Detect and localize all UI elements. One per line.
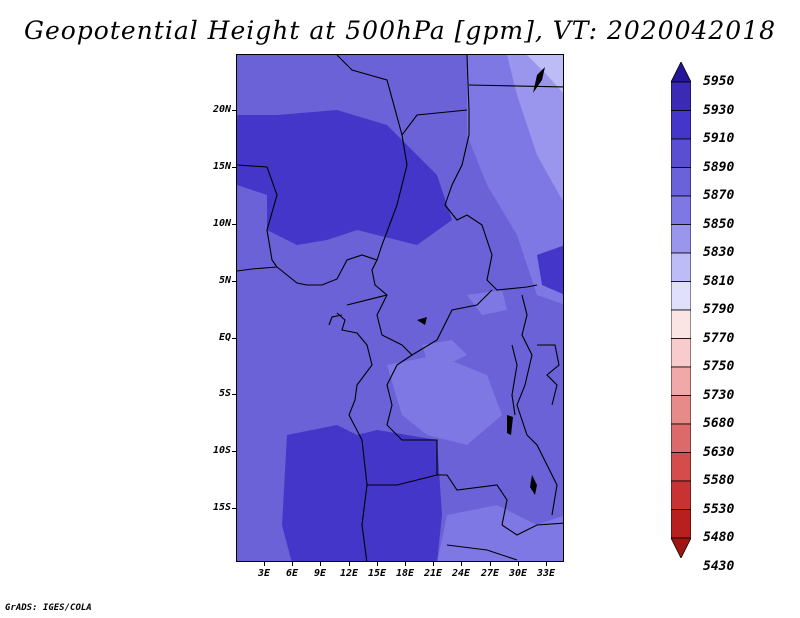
colorbar-label: 5750 xyxy=(703,359,735,374)
lat-tick xyxy=(232,167,236,168)
lon-tick xyxy=(546,562,547,566)
lat-tick xyxy=(232,281,236,282)
colorbar-label: 5680 xyxy=(703,416,735,431)
lon-label-27e: 27E xyxy=(480,568,500,579)
lon-label-15e: 15E xyxy=(367,568,387,579)
lon-label-6e: 6E xyxy=(285,568,299,579)
colorbar-label: 5630 xyxy=(703,444,735,460)
lat-label-20n: 20N xyxy=(212,104,231,115)
lon-tick xyxy=(320,562,321,566)
colorbar-label: 5930 xyxy=(703,102,735,118)
lon-tick xyxy=(490,562,491,566)
colorbar-label: 5830 xyxy=(703,245,735,260)
colorbar-segment xyxy=(671,366,691,396)
colorbar-segment xyxy=(671,423,691,453)
colorbar-segment xyxy=(671,338,691,368)
colorbar-label: 5530 xyxy=(703,501,735,517)
lat-label-10s: 10S xyxy=(212,445,231,456)
lat-label-5n: 5N xyxy=(218,275,231,286)
colorbar-label: 5870 xyxy=(703,188,735,203)
colorbar-segment xyxy=(671,167,691,197)
colorbar-label: 5950 xyxy=(703,74,735,89)
lon-tick xyxy=(377,562,378,566)
colorbar-segment xyxy=(671,195,691,225)
colorbar-segment xyxy=(671,509,691,539)
colorbar-label: 5910 xyxy=(703,131,735,146)
colorbar-label: 5770 xyxy=(703,330,735,346)
colorbar-segment xyxy=(671,138,691,168)
colorbar-label: 5890 xyxy=(703,159,735,175)
lon-label-3e: 3E xyxy=(257,568,271,579)
lon-label-24e: 24E xyxy=(451,568,471,579)
lon-label-12e: 12E xyxy=(339,568,359,579)
colorbar-segment xyxy=(671,110,691,140)
colorbar-segment xyxy=(671,281,691,311)
colorbar-label: 5480 xyxy=(703,530,735,545)
colorbar-segment xyxy=(671,480,691,510)
lat-label-eq: EQ xyxy=(218,332,231,343)
colorbar-segment xyxy=(671,81,691,111)
lat-label-15s: 15S xyxy=(212,502,231,513)
map-panel xyxy=(236,54,564,562)
lon-tick xyxy=(264,562,265,566)
lat-label-15n: 15N xyxy=(212,161,231,172)
lat-label-10n: 10N xyxy=(212,218,231,229)
lon-tick xyxy=(518,562,519,566)
colorbar xyxy=(671,62,691,558)
colorbar-label: 5810 xyxy=(703,273,735,289)
lon-tick xyxy=(433,562,434,566)
colorbar-label: 5790 xyxy=(703,302,735,317)
colorbar-segment xyxy=(671,537,691,558)
height-field-map xyxy=(237,55,563,561)
lat-tick xyxy=(232,110,236,111)
lon-label-18e: 18E xyxy=(395,568,415,579)
lon-tick xyxy=(405,562,406,566)
lon-tick xyxy=(461,562,462,566)
colorbar-segment xyxy=(671,252,691,282)
chart-title: Geopotential Height at 500hPa [gpm], VT:… xyxy=(23,16,777,45)
lon-tick xyxy=(292,562,293,566)
lon-label-33e: 33E xyxy=(536,568,556,579)
lon-label-30e: 30E xyxy=(508,568,528,579)
colorbar-segment xyxy=(671,452,691,482)
lon-tick xyxy=(349,562,350,566)
colorbar-label: 5850 xyxy=(703,216,735,232)
lat-tick xyxy=(232,224,236,225)
colorbar-label: 5580 xyxy=(703,473,735,488)
lon-label-9e: 9E xyxy=(313,568,327,579)
footer-credit: GrADS: IGES/COLA xyxy=(5,603,92,613)
lat-tick xyxy=(232,394,236,395)
colorbar-segment xyxy=(671,395,691,425)
colorbar-label: 5730 xyxy=(703,387,735,403)
colorbar-segment xyxy=(671,62,691,83)
lat-tick xyxy=(232,451,236,452)
colorbar-segment xyxy=(671,224,691,254)
colorbar-label: 5430 xyxy=(703,558,735,574)
lat-tick xyxy=(232,508,236,509)
lat-tick xyxy=(232,338,236,339)
colorbar-segment xyxy=(671,309,691,339)
lat-label-5s: 5S xyxy=(218,388,231,399)
lon-label-21e: 21E xyxy=(423,568,443,579)
